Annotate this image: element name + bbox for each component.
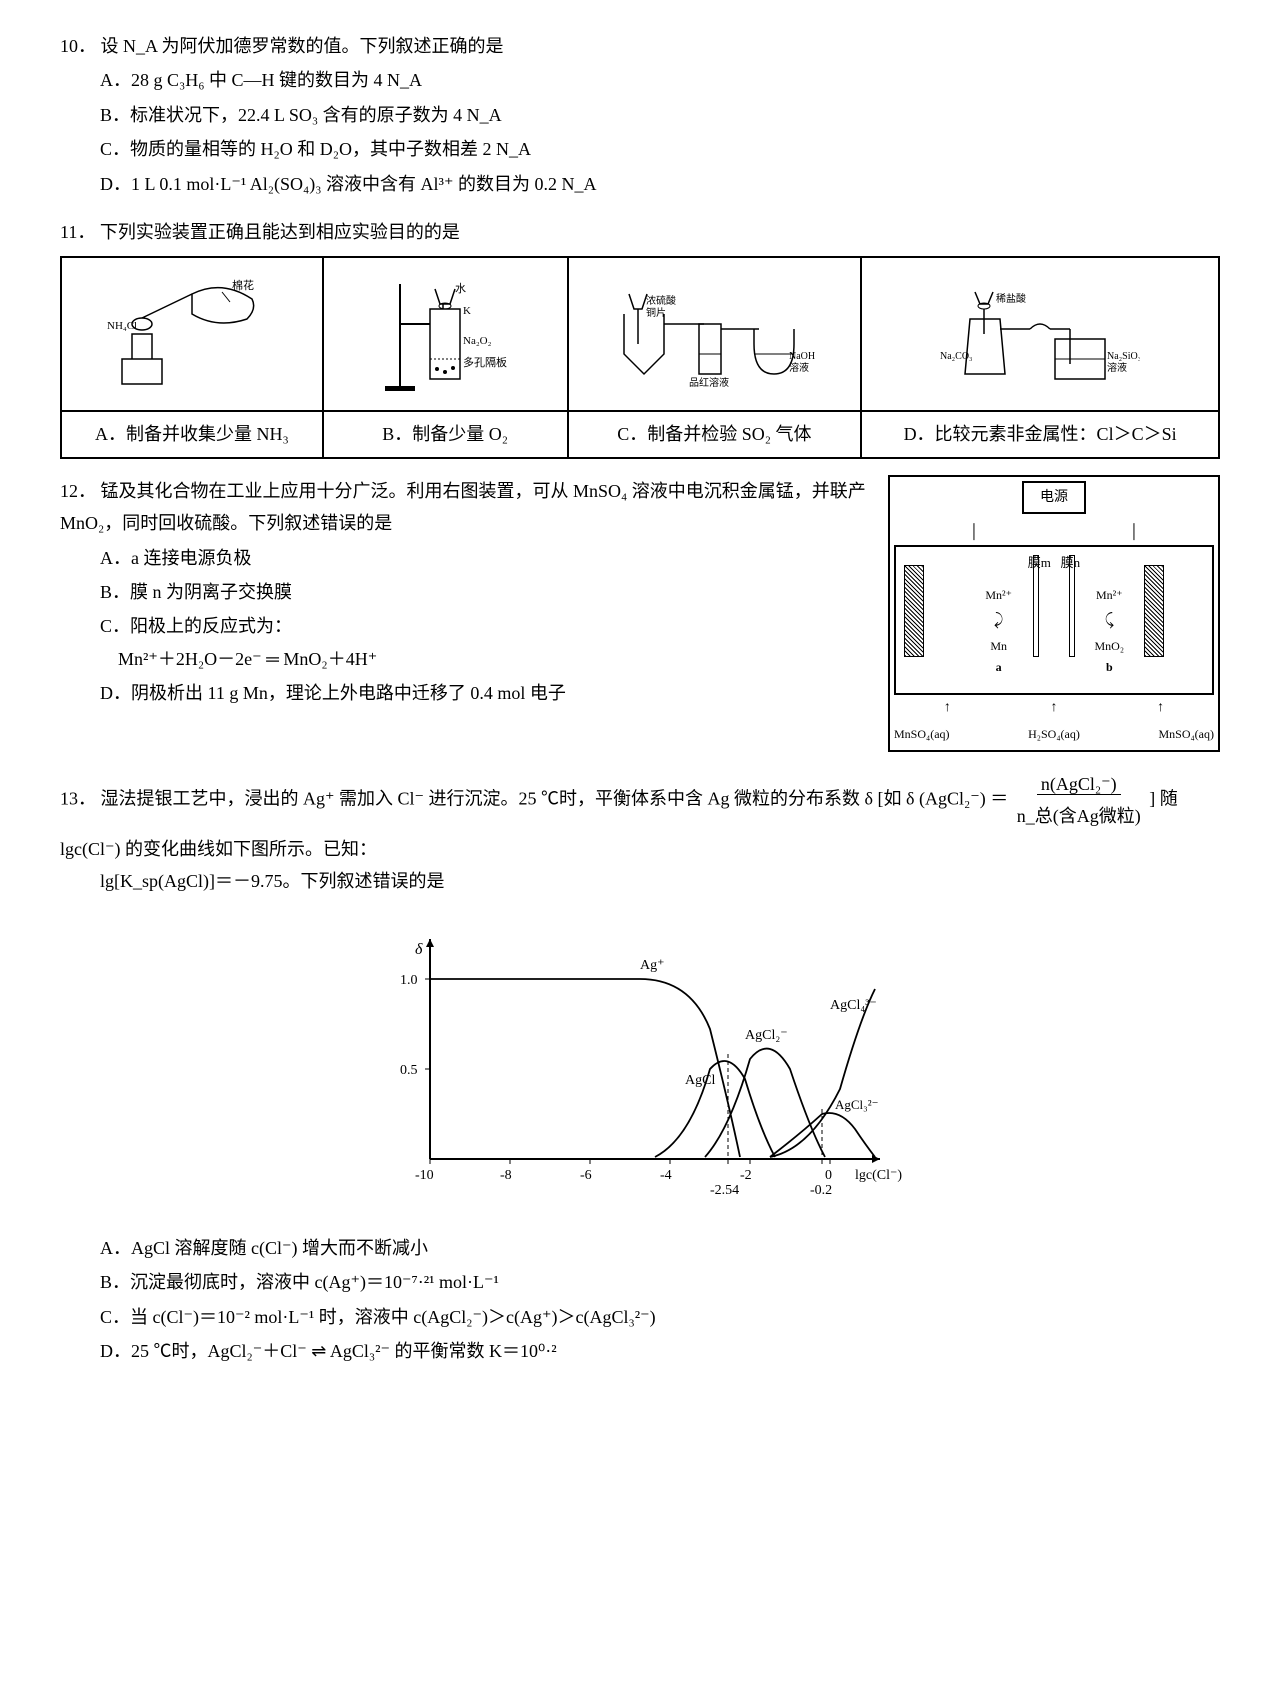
exp-img-b: 水 K Na₂O₂ 多孔隔板 bbox=[323, 257, 568, 411]
q11-option-b: B．制备少量 O₂ bbox=[323, 411, 568, 457]
mno2-label: MnO₂ bbox=[1079, 636, 1139, 658]
label-nh4cl: NH₄Cl bbox=[107, 320, 137, 332]
svg-text:K: K bbox=[463, 305, 471, 317]
q11-option-d: D．比较元素非金属性：Cl＞C＞Si bbox=[861, 411, 1219, 457]
q10-num: 10． bbox=[60, 36, 96, 56]
svg-text:NaOH: NaOH bbox=[789, 351, 815, 362]
q12-num: 12． bbox=[60, 481, 96, 501]
svg-text:铜片: 铜片 bbox=[646, 306, 666, 319]
q13-num: 13． bbox=[60, 788, 96, 808]
svg-text:-0.2: -0.2 bbox=[810, 1183, 832, 1198]
exp-img-d: 稀盐酸 Na₂CO₃ Na₂SiO₃ 溶液 bbox=[861, 257, 1219, 411]
q13-option-c: C．当 c(Cl⁻)＝10⁻² mol·L⁻¹ 时，溶液中 c(AgCl₂⁻)＞… bbox=[100, 1301, 1220, 1333]
membrane-m: 膜m bbox=[1028, 555, 1051, 570]
q11-option-a: A．制备并收集少量 NH₃ bbox=[61, 411, 323, 457]
bottom-label-1: MnSO₄(aq) bbox=[894, 724, 950, 746]
question-10: 10． 设 N_A 为阿伏加德罗常数的值。下列叙述正确的是 A．28 g C₃H… bbox=[60, 30, 1220, 200]
svg-text:-6: -6 bbox=[580, 1168, 592, 1183]
svg-text:水: 水 bbox=[455, 282, 466, 295]
svg-text:-10: -10 bbox=[415, 1168, 434, 1183]
q12-option-b: B．膜 n 为阴离子交换膜 bbox=[100, 576, 868, 608]
svg-text:AgCl₄³⁻: AgCl₄³⁻ bbox=[830, 998, 877, 1013]
electrode-b: b bbox=[1079, 657, 1139, 679]
label-cotton: 棉花 bbox=[232, 278, 254, 292]
q11-option-c: C．制备并检验 SO₂ 气体 bbox=[568, 411, 861, 457]
svg-text:品红溶液: 品红溶液 bbox=[689, 376, 729, 389]
q13-option-d: D．25 ℃时，AgCl₂⁻＋Cl⁻ ⇌ AgCl₃²⁻ 的平衡常数 K＝10⁰… bbox=[100, 1335, 1220, 1367]
exp-img-c: 浓硫酸 铜片 品红溶液 NaOH 溶液 bbox=[568, 257, 861, 411]
svg-text:多孔隔板: 多孔隔板 bbox=[463, 355, 507, 369]
question-13: 13． 湿法提银工艺中，浸出的 Ag⁺ 需加入 Cl⁻ 进行沉淀。25 ℃时，平… bbox=[60, 768, 1220, 1368]
svg-text:lgc(Cl⁻): lgc(Cl⁻) bbox=[855, 1168, 902, 1183]
svg-text:-8: -8 bbox=[500, 1168, 512, 1183]
svg-text:溶液: 溶液 bbox=[789, 361, 809, 374]
svg-text:Na₂CO₃: Na₂CO₃ bbox=[940, 351, 973, 362]
q13-option-b: B．沉淀最彻底时，溶液中 c(Ag⁺)＝10⁻⁷·²¹ mol·L⁻¹ bbox=[100, 1266, 1220, 1298]
svg-text:AgCl₂⁻: AgCl₂⁻ bbox=[745, 1028, 788, 1043]
q13-option-a: A．AgCl 溶解度随 c(Cl⁻) 增大而不断减小 bbox=[100, 1232, 1220, 1264]
q12-option-c: C．阳极上的反应式为： Mn²⁺＋2H₂O－2e⁻ ═ MnO₂＋4H⁺ bbox=[100, 610, 868, 675]
ytick-05: 0.5 bbox=[400, 1063, 418, 1078]
mn2-left: Mn²⁺ bbox=[969, 585, 1029, 607]
svg-text:-4: -4 bbox=[660, 1168, 672, 1183]
svg-text:Na₂O₂: Na₂O₂ bbox=[463, 335, 492, 347]
q12-option-d: D．阴极析出 11 g Mn，理论上外电路中迁移了 0.4 mol 电子 bbox=[100, 677, 868, 709]
q11-num: 11． bbox=[60, 222, 95, 242]
q10-option-d: D．1 L 0.1 mol·L⁻¹ Al₂(SO₄)₃ 溶液中含有 Al³⁺ 的… bbox=[100, 168, 1220, 200]
fraction: n(AgCl₂⁻) n_总(含Ag微粒) bbox=[1013, 768, 1145, 833]
power-label: 电源 bbox=[1022, 481, 1086, 514]
svg-text:0: 0 bbox=[825, 1168, 832, 1183]
svg-text:AgCl: AgCl bbox=[685, 1073, 715, 1088]
frac-den: n_总(含Ag微粒) bbox=[1013, 806, 1145, 826]
question-11: 11． 下列实验装置正确且能达到相应实验目的的是 NH₄Cl 棉花 bbox=[60, 216, 1220, 459]
q10-option-b: B．标准状况下，22.4 L SO₃ 含有的原子数为 4 N_A bbox=[100, 99, 1220, 131]
electrolysis-diagram: 电源 ││ 膜m 膜n Mn²⁺ ⤸ Mn a bbox=[888, 475, 1220, 752]
q10-stem: 设 N_A 为阿伏加德罗常数的值。下列叙述正确的是 bbox=[101, 36, 504, 56]
exp-img-a: NH₄Cl 棉花 bbox=[61, 257, 323, 411]
svg-text:Na₂SiO₃: Na₂SiO₃ bbox=[1107, 351, 1140, 362]
mn2-right: Mn²⁺ bbox=[1079, 585, 1139, 607]
svg-text:AgCl₃²⁻: AgCl₃²⁻ bbox=[835, 1097, 878, 1112]
svg-text:浓硫酸: 浓硫酸 bbox=[646, 294, 676, 307]
experiment-table: NH₄Cl 棉花 bbox=[60, 256, 1220, 458]
bottom-label-2: H₂SO₄(aq) bbox=[1028, 724, 1080, 746]
bottom-label-3: MnSO₄(aq) bbox=[1158, 724, 1214, 746]
membrane-n: 膜n bbox=[1061, 555, 1081, 570]
distribution-chart: 1.0 0.5 -10 -8 -6 -4 -2 0 -2.54 -0.2 δ l… bbox=[60, 909, 1220, 1219]
mn-label: Mn bbox=[969, 636, 1029, 658]
q13-stem1: 湿法提银工艺中，浸出的 Ag⁺ 需加入 Cl⁻ 进行沉淀。25 ℃时，平衡体系中… bbox=[101, 788, 1009, 808]
svg-text:稀盐酸: 稀盐酸 bbox=[996, 292, 1026, 305]
q12-option-a: A．a 连接电源负极 bbox=[100, 542, 868, 574]
frac-num: n(AgCl₂⁻) bbox=[1037, 774, 1121, 795]
electrode-a: a bbox=[969, 657, 1029, 679]
q12-stem: 锰及其化合物在工业上应用十分广泛。利用右图装置，可从 MnSO₄ 溶液中电沉积金… bbox=[60, 481, 866, 533]
svg-text:-2.54: -2.54 bbox=[710, 1183, 739, 1198]
q11-stem: 下列实验装置正确且能达到相应实验目的的是 bbox=[100, 222, 460, 242]
q12-c-text: C．阳极上的反应式为： bbox=[100, 616, 292, 636]
svg-text:δ: δ bbox=[415, 941, 423, 958]
svg-text:Ag⁺: Ag⁺ bbox=[640, 958, 665, 973]
q12-c-eq: Mn²⁺＋2H₂O－2e⁻ ═ MnO₂＋4H⁺ bbox=[118, 649, 377, 669]
svg-text:-2: -2 bbox=[740, 1168, 752, 1183]
question-12: 12． 锰及其化合物在工业上应用十分广泛。利用右图装置，可从 MnSO₄ 溶液中… bbox=[60, 475, 1220, 752]
q10-option-a: A．28 g C₃H₆ 中 C—H 键的数目为 4 N_A bbox=[100, 64, 1220, 96]
q13-stem3: lg[K_sp(AgCl)]＝－9.75。下列叙述错误的是 bbox=[60, 865, 1220, 897]
q10-option-c: C．物质的量相等的 H₂O 和 D₂O，其中子数相差 2 N_A bbox=[100, 133, 1220, 165]
ytick-1: 1.0 bbox=[400, 973, 418, 988]
svg-text:溶液: 溶液 bbox=[1107, 361, 1127, 374]
